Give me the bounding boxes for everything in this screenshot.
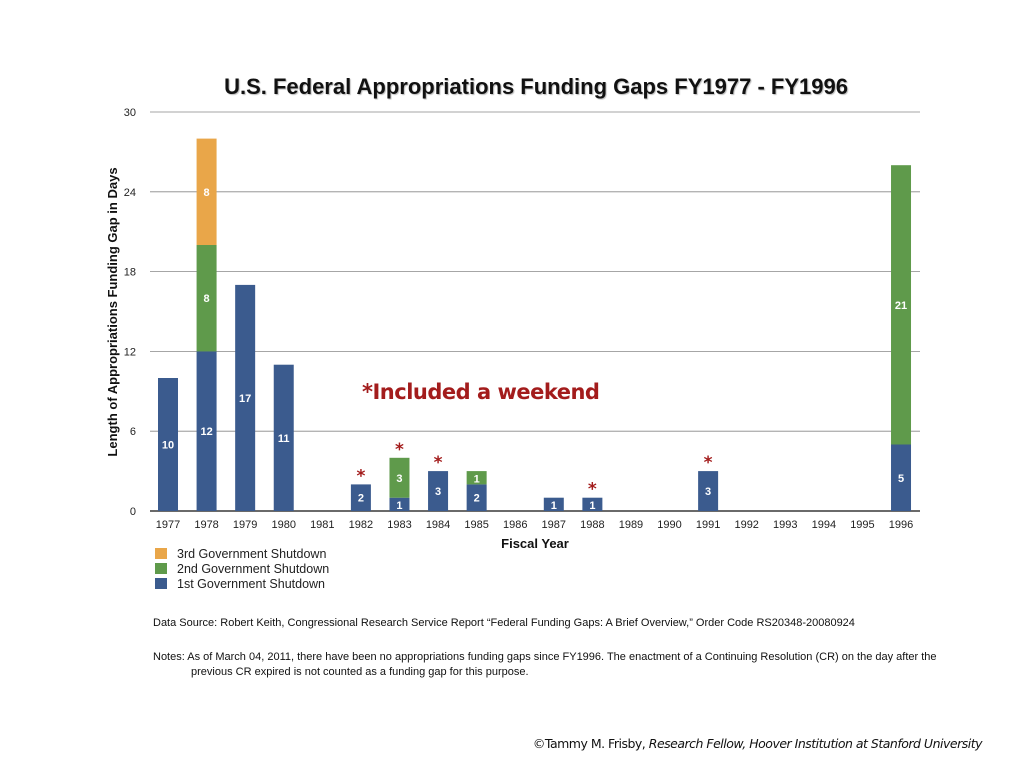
legend-item-1st: 1st Government Shutdown	[155, 576, 329, 591]
data-label: 3	[705, 486, 711, 498]
bar-segment	[196, 245, 217, 352]
notes: Notes: As of March 04, 2011, there have …	[153, 651, 937, 678]
x-tick-label: 1978	[194, 519, 218, 531]
bar-segment	[466, 471, 487, 485]
x-tick-label: 1985	[464, 519, 488, 531]
legend-label: 2nd Government Shutdown	[177, 561, 330, 576]
data-label: 10	[162, 440, 174, 452]
bar-segment	[196, 138, 217, 245]
bar-segment	[891, 165, 912, 445]
legend-swatch	[155, 563, 167, 574]
bar-segment	[196, 351, 217, 511]
data-label: 8	[204, 293, 210, 305]
legend: 3rd Government Shutdown 2nd Government S…	[155, 546, 329, 591]
bar-segment	[350, 484, 371, 511]
y-tick-label: 30	[124, 107, 136, 119]
legend-label: 1st Government Shutdown	[177, 576, 325, 591]
data-label: 1	[396, 500, 402, 512]
x-tick-label: 1981	[310, 519, 334, 531]
legend-item-2nd: 2nd Government Shutdown	[155, 561, 329, 576]
bar-segment	[389, 497, 410, 511]
weekend-asterisk: *	[356, 466, 365, 486]
bar-segment	[891, 444, 912, 511]
legend-item-3rd: 3rd Government Shutdown	[155, 546, 329, 561]
y-tick-label: 18	[124, 267, 136, 279]
legend-label: 3rd Government Shutdown	[177, 546, 327, 561]
data-label: 5	[898, 473, 904, 485]
x-tick-label: 1991	[696, 519, 720, 531]
x-tick-label: 1979	[233, 519, 257, 531]
data-label: 8	[204, 187, 210, 199]
weekend-asterisk: *	[434, 453, 443, 473]
data-label: 1	[474, 473, 480, 485]
data-label: 2	[358, 493, 364, 505]
bar-segment	[235, 284, 256, 511]
credit-name: ©Tammy M. Frisby,	[532, 736, 646, 751]
legend-swatch	[155, 548, 167, 559]
credit-affiliation: Research Fellow, Hoover Institution at S…	[648, 736, 983, 751]
data-label: 11	[278, 433, 290, 445]
data-label: 3	[396, 473, 402, 485]
y-tick-label: 12	[124, 346, 136, 358]
credit: ©Tammy M. Frisby, Research Fellow, Hoove…	[532, 736, 983, 751]
x-tick-label: 1996	[889, 519, 913, 531]
x-tick-label: 1993	[773, 519, 797, 531]
data-label: 3	[435, 486, 441, 498]
bar-segment	[466, 484, 487, 511]
bar-segment	[389, 457, 410, 498]
x-tick-label: 1994	[812, 519, 836, 531]
x-tick-label: 1986	[503, 519, 527, 531]
data-source: Data Source: Robert Keith, Congressional…	[153, 617, 855, 629]
data-label: 1	[551, 500, 557, 512]
x-tick-label: 1989	[619, 519, 643, 531]
bar-segment	[698, 471, 719, 511]
x-tick-label: 1977	[156, 519, 180, 531]
bar-segment	[428, 471, 449, 511]
data-label: 2	[474, 493, 480, 505]
x-tick-label: 1987	[542, 519, 566, 531]
bar-segment	[273, 364, 294, 511]
data-label: 17	[239, 393, 251, 405]
x-tick-label: 1983	[387, 519, 411, 531]
chart-title: U.S. Federal Appropriations Funding Gaps…	[224, 74, 848, 99]
x-tick-label: 1990	[657, 519, 681, 531]
y-axis-title: Length of Appropriations Funding Gap in …	[105, 167, 120, 456]
weekend-asterisk: *	[395, 440, 404, 460]
x-tick-label: 1992	[734, 519, 758, 531]
weekend-asterisk: *	[704, 453, 713, 473]
bar-segment	[158, 378, 178, 511]
data-label: 21	[895, 300, 907, 312]
x-axis-title: Fiscal Year	[501, 536, 569, 551]
y-tick-label: 24	[124, 187, 136, 199]
x-tick-label: 1988	[580, 519, 604, 531]
legend-swatch	[155, 578, 167, 589]
x-tick-label: 1984	[426, 519, 450, 531]
data-label: 1	[589, 500, 595, 512]
bar-segment	[543, 497, 564, 511]
x-tick-label: 1995	[850, 519, 874, 531]
x-tick-label: 1980	[271, 519, 295, 531]
x-tick-label: 1982	[349, 519, 373, 531]
weekend-annotation: *Included a weekend	[362, 380, 600, 404]
weekend-asterisk: *	[588, 480, 597, 500]
y-tick-label: 6	[130, 426, 136, 438]
bar-segment	[582, 497, 603, 511]
y-tick-label: 0	[130, 506, 136, 518]
data-label: 12	[200, 426, 212, 438]
